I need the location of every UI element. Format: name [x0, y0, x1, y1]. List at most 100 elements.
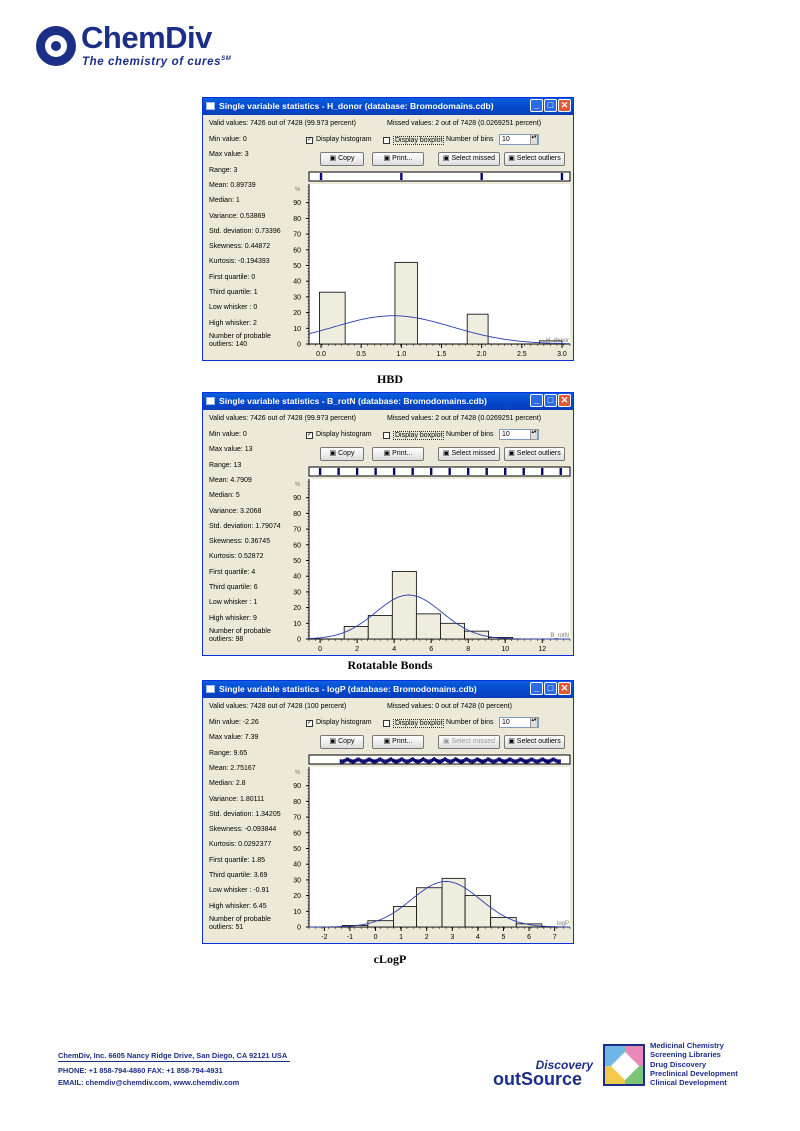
minimize-icon[interactable]: _: [530, 682, 543, 695]
copy-button[interactable]: ▣ Copy: [320, 735, 364, 749]
bins-spinner[interactable]: ▴▾: [530, 134, 538, 145]
rug-mark: [411, 468, 414, 475]
rug-mark: [543, 758, 546, 763]
histogram-bar: [343, 626, 369, 640]
rug-mark: [448, 759, 451, 764]
y-axis-label: %: [295, 482, 301, 488]
y-tick-label: 40: [293, 279, 301, 286]
histogram-bar: [319, 291, 346, 345]
copy-button[interactable]: ▣ Copy: [320, 152, 364, 166]
y-tick-label: 30: [293, 589, 301, 596]
stat-value: Variance: 1.80111: [209, 795, 265, 803]
bins-spinner[interactable]: ▴▾: [530, 717, 538, 728]
rug-mark: [534, 759, 537, 764]
select-missed-button[interactable]: ▣ Select missed: [438, 447, 500, 461]
stat-value: Skewness: -0.093844: [209, 826, 277, 834]
stat-value: Min value: -2.26: [209, 719, 259, 726]
display-histogram-checkbox[interactable]: ✓: [306, 720, 313, 727]
print-button[interactable]: ▣ Print...: [372, 152, 424, 166]
print-icon: ▣: [383, 738, 393, 745]
display-boxplot-checkbox[interactable]: [383, 720, 390, 727]
rug-mark: [553, 757, 555, 762]
rug-mark: [416, 759, 419, 764]
copy-button[interactable]: ▣ Copy: [320, 447, 364, 461]
close-icon[interactable]: ✕: [558, 394, 571, 407]
y-tick-label: 80: [293, 511, 301, 518]
stat-value: High whisker: 2: [209, 319, 257, 327]
x-tick-label: 2: [355, 646, 359, 653]
window-titlebar[interactable]: Single variable statistics - H_donor (da…: [203, 98, 573, 115]
close-icon[interactable]: ✕: [558, 682, 571, 695]
histogram-chart: 0 10 20 30 40 50 60 70 80 90% -2 -1 0 1 2 3 4 5 6 7 logP: [293, 754, 571, 941]
window-title: Single variable statistics - H_donor (da…: [219, 101, 494, 111]
print-button[interactable]: ▣ Print...: [372, 447, 424, 461]
rug-mark: [522, 468, 525, 475]
stat-value: First quartile: 0: [209, 273, 256, 281]
stat-value: High whisker: 6.45: [209, 902, 267, 910]
valid-values: Valid values: 7426 out of 7428 (99.973 p…: [209, 415, 356, 422]
bins-input[interactable]: 10: [499, 717, 539, 728]
rug-mark: [441, 758, 443, 763]
rug-mark: [385, 759, 388, 764]
rug-mark: [500, 758, 503, 763]
display-boxplot-label: Display boxplot: [393, 719, 445, 728]
display-histogram-label: Display histogram: [316, 431, 372, 438]
select-outliers-button[interactable]: ▣ Select outliers: [504, 735, 565, 749]
rug-mark: [510, 757, 512, 762]
rug-mark: [450, 759, 452, 764]
display-histogram-checkbox[interactable]: ✓: [306, 137, 313, 144]
bins-input[interactable]: 10: [499, 429, 539, 440]
y-tick-label: 20: [293, 605, 301, 612]
window-title: Single variable statistics - B_rotN (dat…: [219, 396, 487, 406]
minimize-icon[interactable]: _: [530, 99, 543, 112]
maximize-icon[interactable]: □: [544, 682, 557, 695]
minimize-icon[interactable]: _: [530, 394, 543, 407]
rug-mark: [485, 758, 488, 763]
rug-mark: [473, 759, 475, 764]
maximize-icon[interactable]: □: [544, 99, 557, 112]
rug-mark: [398, 758, 400, 763]
rug-mark: [454, 757, 457, 762]
window-titlebar[interactable]: Single variable statistics - logP (datab…: [203, 681, 573, 698]
select-missed-button-label: Select missed: [451, 738, 496, 745]
rug-mark: [381, 758, 383, 763]
y-tick-label: 40: [293, 574, 301, 581]
rug-mark: [539, 758, 541, 763]
rug-mark: [396, 759, 399, 764]
discovery-outsource-logo: Discovery outSource: [493, 1058, 593, 1090]
select-outliers-button[interactable]: ▣ Select outliers: [504, 447, 565, 461]
select-missed-button[interactable]: ▣ Select missed: [438, 735, 500, 749]
rug-mark: [337, 468, 340, 475]
stat-value: High whisker: 9: [209, 614, 257, 622]
bins-input[interactable]: 10: [499, 134, 539, 145]
rug-mark: [519, 757, 521, 762]
select-outliers-button[interactable]: ▣ Select outliers: [504, 152, 565, 166]
rug-mark: [355, 468, 359, 475]
rug-mark: [490, 758, 492, 763]
stat-value: Std. deviation: 0.73396: [209, 227, 281, 235]
window-titlebar[interactable]: Single variable statistics - B_rotN (dat…: [203, 393, 573, 410]
rug-mark: [494, 759, 497, 764]
outliers-count: Number of probable: [209, 916, 271, 923]
service-item: Drug Discovery: [650, 1059, 707, 1069]
rug-mark: [437, 759, 440, 764]
close-icon[interactable]: ✕: [558, 99, 571, 112]
rug-mark: [427, 759, 429, 764]
print-button[interactable]: ▣ Print...: [372, 735, 424, 749]
rug-mark: [391, 758, 394, 763]
maximize-icon[interactable]: □: [544, 394, 557, 407]
select-missed-button[interactable]: ▣ Select missed: [438, 152, 500, 166]
bins-spinner[interactable]: ▴▾: [530, 429, 538, 440]
stat-value: Low whisker : 0: [209, 304, 258, 312]
display-boxplot-checkbox[interactable]: [383, 137, 390, 144]
outliers-count: outliers: 51: [209, 924, 244, 931]
display-histogram-checkbox[interactable]: ✓: [306, 432, 313, 439]
rug-mark: [464, 758, 466, 763]
histogram-bar: [391, 571, 417, 640]
display-boxplot-checkbox[interactable]: [383, 432, 390, 439]
display-boxplot-label: Display boxplot: [393, 136, 445, 145]
rug-mark: [517, 758, 520, 763]
print-button-label: Print...: [392, 450, 413, 457]
rug-mark: [382, 759, 385, 764]
rug-mark: [499, 757, 501, 762]
